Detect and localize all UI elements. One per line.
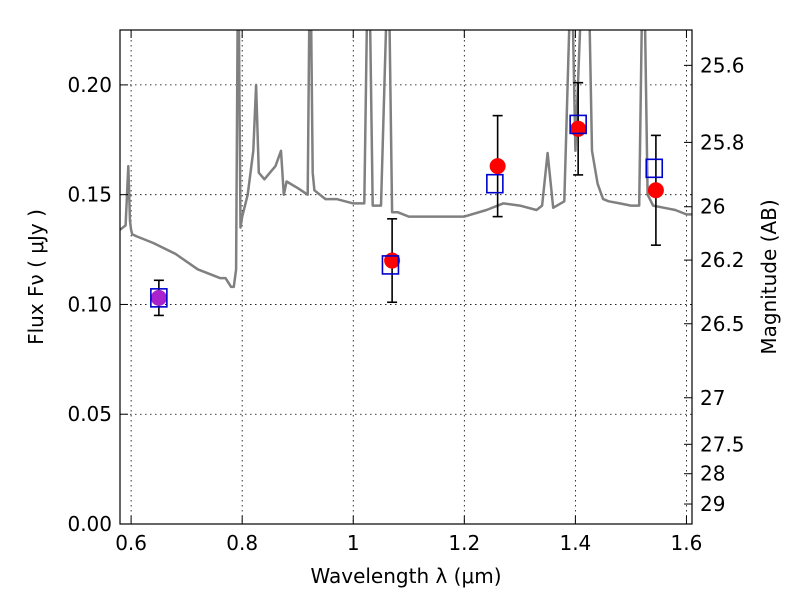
x-tick-label: 1: [347, 531, 360, 555]
y2-tick-label: 25.6: [700, 53, 745, 77]
model-square-point: [381, 255, 400, 275]
observed-point: [150, 289, 167, 306]
y2-tick-label: 26: [700, 195, 725, 219]
y-axis-label: Flux Fν ( μJy ): [24, 209, 48, 345]
y-tick-label: 0.05: [67, 402, 112, 426]
x-tick-label: 1.2: [448, 531, 480, 555]
y2-tick-label: 28: [700, 462, 725, 486]
x-axis-label: Wavelength λ (μm): [310, 564, 501, 588]
model-square-point: [569, 114, 587, 135]
observed-point: [570, 120, 587, 137]
model-square-point: [645, 158, 664, 179]
x-tick-label: 0.6: [115, 531, 147, 555]
y2-tick-label: 29: [700, 492, 725, 516]
y2-tick-label: 27: [700, 386, 725, 410]
x-tick-label: 1.4: [559, 531, 591, 555]
y2-axis-label: Magnitude (AB): [757, 199, 781, 354]
y-tick-label: 0.10: [67, 292, 112, 316]
y-tick-label: 0.15: [67, 183, 112, 207]
model-square-point: [150, 288, 168, 308]
axis-ticks: 0.6 0.8 1 1.2 1.4 1.6 0.00 0.05 0.10 0.15 0.20 25.6…: [67, 30, 745, 555]
y2-tick-label: 27.5: [700, 432, 745, 456]
observed-point: [647, 182, 664, 199]
y2-tick-label: 26.5: [700, 312, 745, 336]
y2-tick-label: 25.8: [700, 130, 745, 154]
plot-area: [120, 30, 692, 317]
observed-point: [489, 158, 506, 175]
model-square-point: [486, 173, 504, 194]
model-spectrum-line: [120, 30, 692, 289]
y2-tick-label: 26.2: [700, 248, 745, 272]
grid: [120, 30, 692, 524]
x-tick-label: 0.8: [226, 531, 258, 555]
plot-frame: [119, 29, 693, 525]
y-tick-label: 0.00: [67, 512, 112, 536]
y-tick-label: 0.20: [67, 73, 112, 97]
x-tick-label: 1.6: [671, 531, 703, 555]
